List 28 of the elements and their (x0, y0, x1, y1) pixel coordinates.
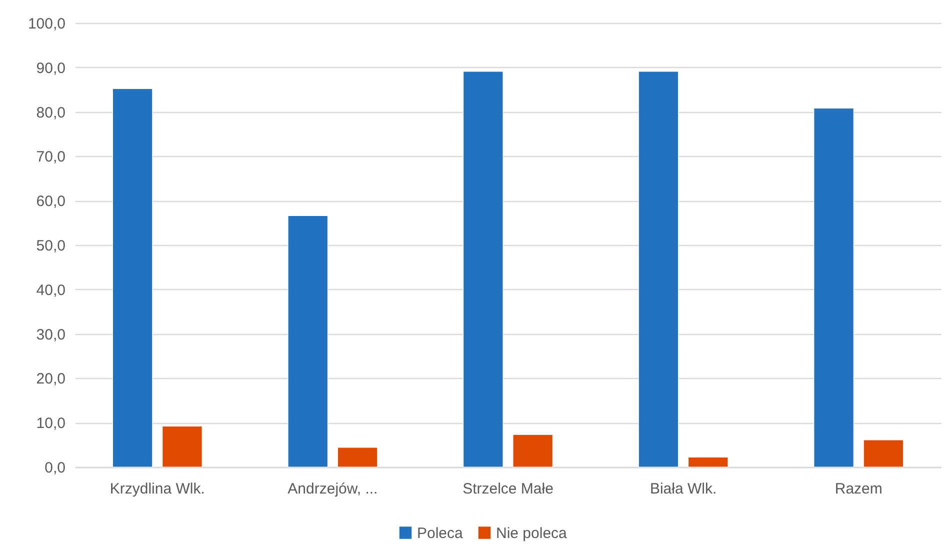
x-tick-label: Strzelce Małe (462, 480, 554, 498)
y-tick-label: 60,0 (36, 193, 66, 210)
y-tick-label: 50,0 (36, 238, 66, 254)
bar (162, 426, 202, 468)
y-tick-label: 100,0 (28, 16, 66, 32)
y-tick-label: 90,0 (36, 60, 66, 77)
y-tick-label: 10,0 (36, 415, 66, 432)
bar (688, 456, 728, 468)
bar (638, 71, 679, 468)
x-tick-label: Biała Wlk. (650, 480, 717, 498)
y-tick-label: 0,0 (44, 460, 66, 476)
x-tick-label: Razem (834, 480, 882, 498)
bar (512, 434, 553, 468)
legend-label: Nie poleca (496, 524, 568, 542)
bar (288, 215, 328, 468)
y-tick-label: 40,0 (36, 282, 66, 299)
y-tick-label: 70,0 (36, 148, 66, 166)
y-tick-label: 20,0 (36, 370, 66, 388)
x-tick-label: Krzydlina Wlk. (110, 480, 205, 498)
y-tick-label: 30,0 (36, 326, 66, 344)
y-tick-label: 80,0 (36, 104, 66, 122)
x-tick-label: Andrzejów, ... (288, 480, 378, 498)
bar (337, 447, 378, 468)
bar (112, 88, 153, 468)
legend-label: Poleca (417, 524, 464, 542)
bar (463, 71, 504, 468)
bar (863, 440, 904, 468)
bar (814, 108, 854, 468)
